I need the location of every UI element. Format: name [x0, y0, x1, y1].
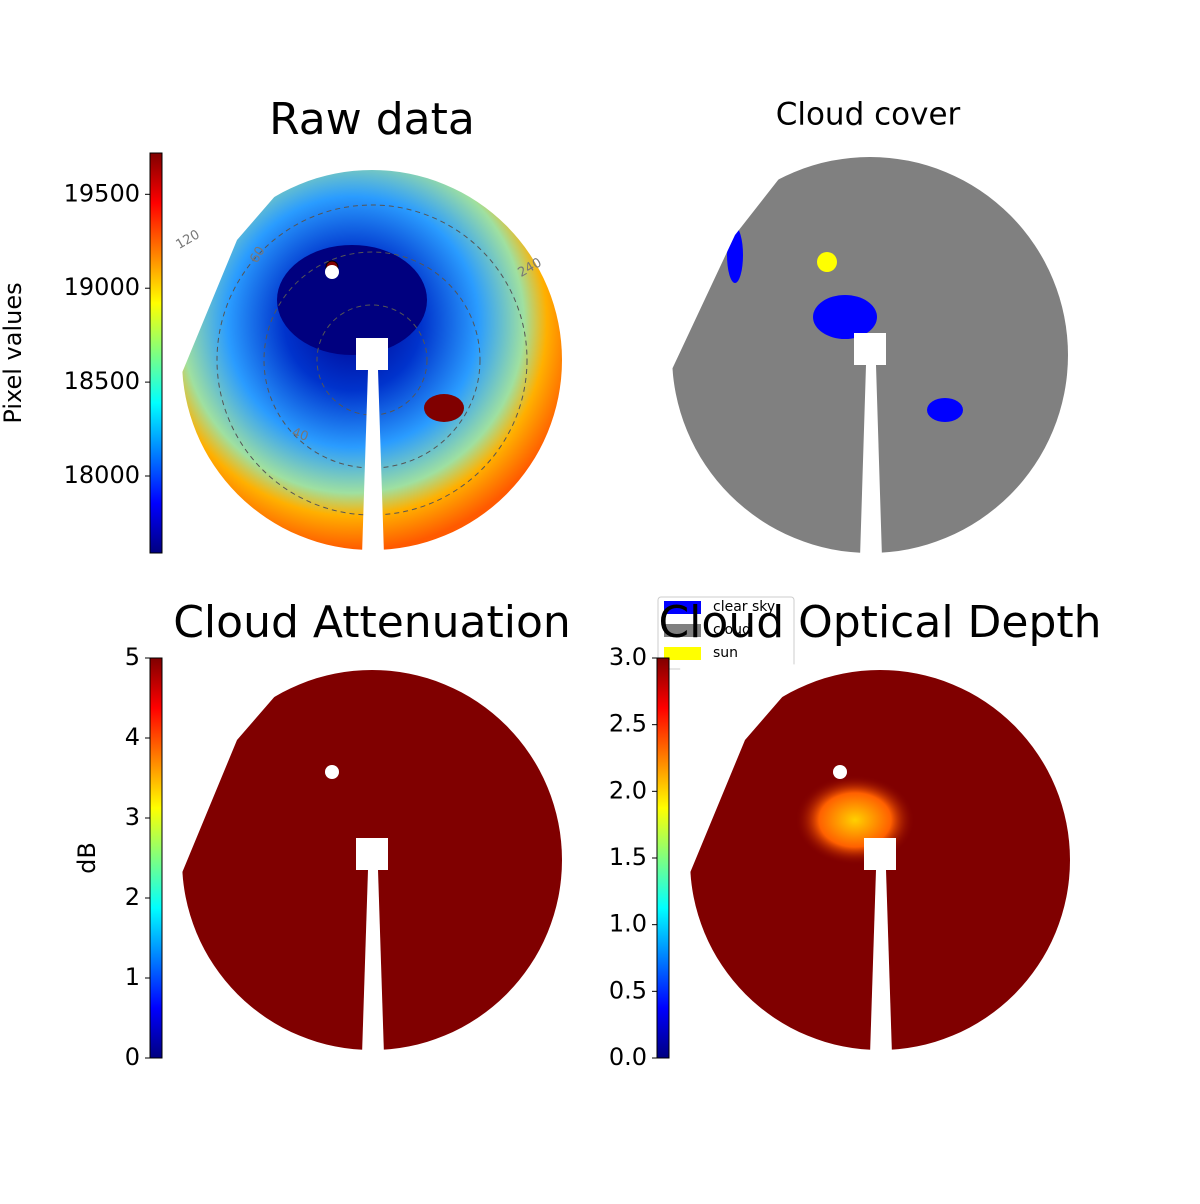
- colorbar-tick-label: 2.0: [609, 776, 647, 804]
- colorbar-tick-label: 3.0: [609, 643, 647, 671]
- colorbar-tick-label: 0: [125, 1043, 140, 1071]
- pole-mask: [870, 870, 892, 1055]
- sun-mask: [325, 765, 339, 779]
- horizon-mask: [172, 160, 302, 385]
- polar-ring: [263, 251, 481, 469]
- pole-mask: [362, 870, 384, 1055]
- colorbar-label: dB: [73, 842, 101, 874]
- clear-sky: [927, 398, 963, 422]
- panel-title: Cloud Optical Depth: [658, 597, 1101, 648]
- colorbar-tick-label: 1: [125, 963, 140, 991]
- thin-cloud: [795, 775, 915, 865]
- polar-ring: [316, 304, 428, 416]
- legend-label: cloud: [713, 622, 751, 638]
- colorbar-tick-label: 0.5: [609, 976, 647, 1004]
- colorbar-label: Pixel values: [0, 282, 27, 423]
- panel: Cloud Attenuation 0 1 2 3 4 5 dB: [73, 597, 571, 1071]
- panel-title: Cloud cover: [776, 97, 961, 133]
- horizon-mask: [680, 660, 810, 885]
- polar-label: 60: [247, 244, 268, 266]
- panel-title: Cloud Attenuation: [173, 597, 571, 648]
- camera-mask: [864, 838, 896, 870]
- sun-mask: [833, 765, 847, 779]
- legend-label: clear sky: [713, 599, 775, 615]
- camera-mask: [854, 333, 886, 365]
- legend-swatch: [664, 624, 701, 637]
- legend-label: sun: [713, 645, 738, 661]
- horizon-mask: [172, 660, 302, 885]
- sun-mask: [325, 265, 339, 279]
- pole-mask: [860, 365, 882, 558]
- camera-mask: [356, 338, 388, 370]
- polar-label: 40: [290, 425, 311, 445]
- colorbar: [149, 152, 163, 554]
- legend-swatch: [664, 647, 701, 660]
- colorbar-tick-label: 19000: [64, 273, 140, 301]
- panel-title: Raw data: [269, 94, 475, 145]
- panel: Raw data120602404018000185001900019500Pi…: [0, 94, 562, 555]
- colorbar: [656, 657, 670, 1059]
- hot-spot: [424, 394, 464, 422]
- colorbar: [149, 657, 163, 1059]
- colorbar-tick-label: 4: [125, 723, 140, 751]
- horizon-mask: [662, 147, 800, 380]
- colorbar-tick-label: 1.0: [609, 910, 647, 938]
- clear-sky: [813, 295, 877, 339]
- colorbar-tick-label: 18500: [64, 367, 140, 395]
- colorbar-tick-label: 18000: [64, 461, 140, 489]
- colorbar-tick-label: 2: [125, 883, 140, 911]
- dark-region: [277, 245, 427, 355]
- legend-swatch: [664, 601, 701, 614]
- colorbar-tick-label: 3: [125, 803, 140, 831]
- colorbar-tick-label: 1.5: [609, 843, 647, 871]
- colorbar-tick-label: 2.5: [609, 710, 647, 738]
- colorbar-tick-label: 19500: [64, 179, 140, 207]
- panel: Cloud cover clear sky cloud sun: [657, 97, 1068, 670]
- panel: Cloud Optical Depth 0.0 0.5 1.0 1.5 2.0 2.5 3.0: [609, 597, 1102, 1071]
- camera-mask: [356, 838, 388, 870]
- colorbar-tick-label: 5: [125, 643, 140, 671]
- colorbar-tick-label: 0.0: [609, 1043, 647, 1071]
- pole-mask: [362, 370, 384, 555]
- sun: [817, 252, 837, 272]
